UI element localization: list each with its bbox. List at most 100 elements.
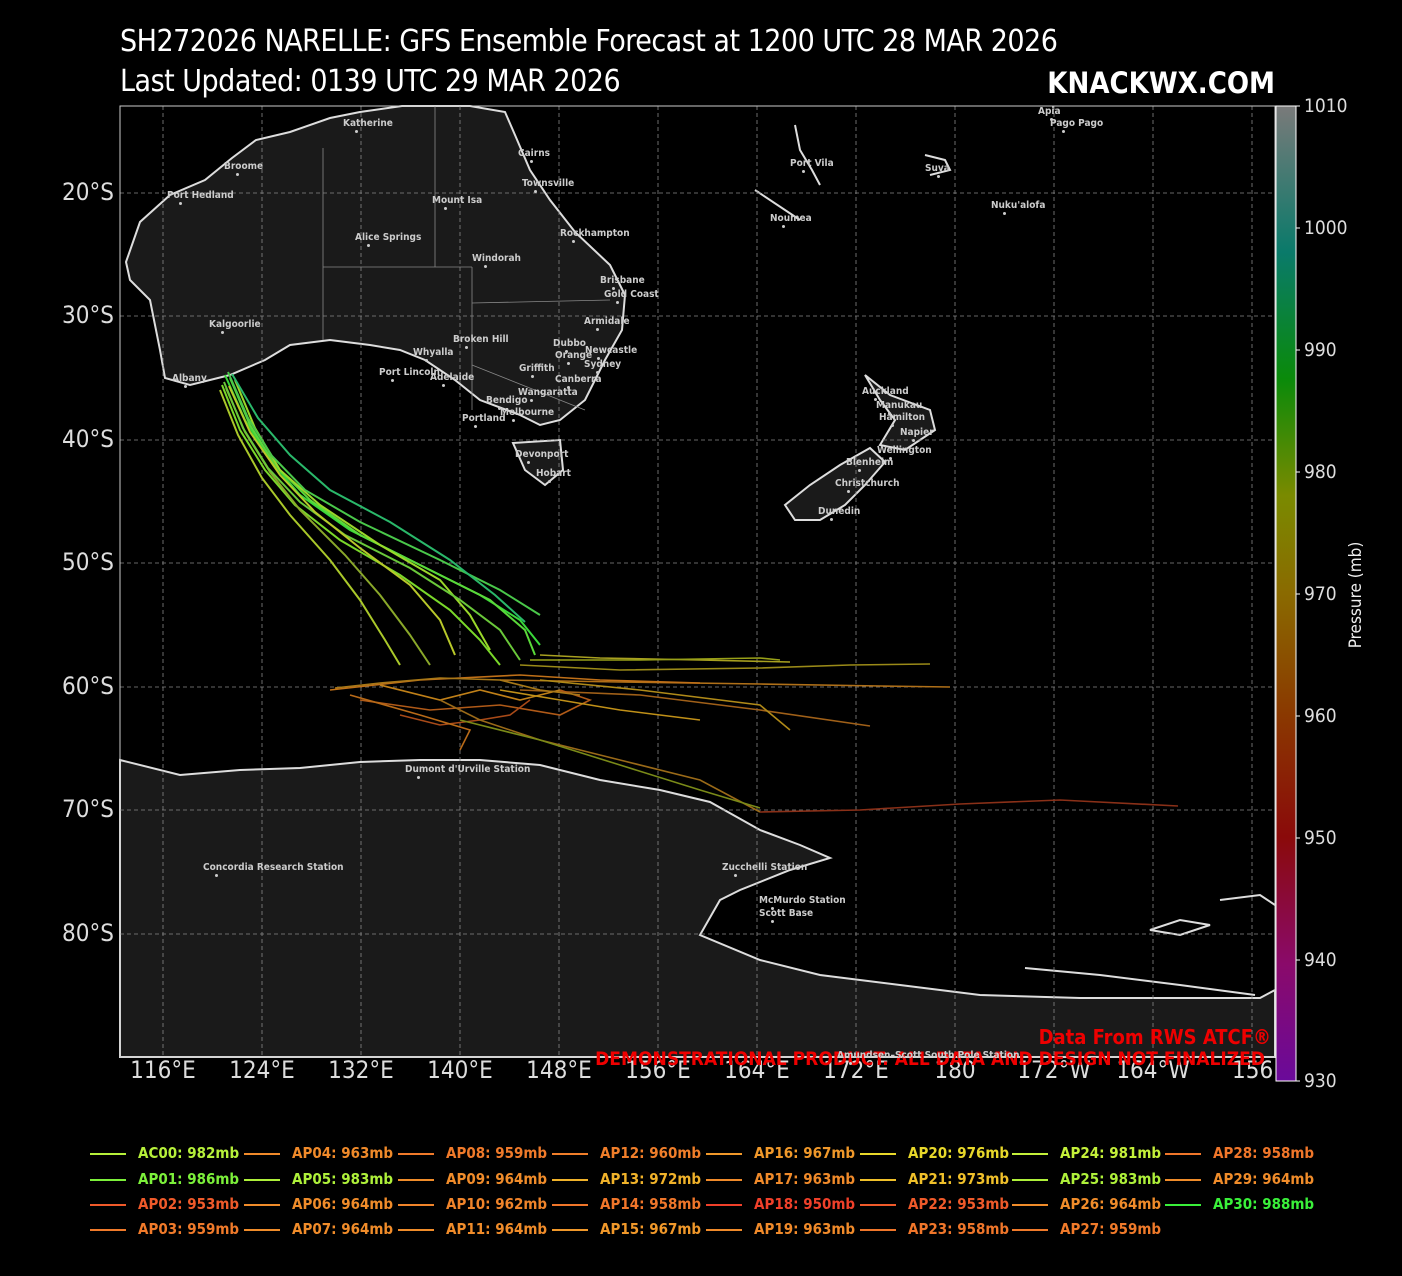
place-marker (572, 240, 575, 243)
place-marker (771, 907, 774, 910)
place-label-alice-springs: Alice Springs (355, 232, 422, 243)
place-marker (612, 287, 615, 290)
place-marker (734, 874, 737, 877)
legend-swatch (244, 1204, 280, 1206)
colorbar-tick-960: 960 (1304, 705, 1337, 727)
last-updated: Last Updated: 0139 UTC 29 MAR 2026 (120, 64, 621, 99)
place-label-adelaide: Adelaide (430, 372, 475, 383)
place-label-blenheim: Blenheim (846, 457, 894, 468)
legend-label: AP29: 964mb (1213, 1170, 1315, 1188)
place-label-kalgoorlie: Kalgoorlie (209, 319, 261, 330)
legend-label: AP18: 950mb (754, 1195, 856, 1213)
legend-label: AP10: 962mb (446, 1195, 548, 1213)
colorbar-ticks (1296, 105, 1300, 1082)
place-marker (179, 202, 182, 205)
legend-swatch (552, 1204, 588, 1206)
place-label-broome: Broome (224, 161, 264, 172)
legend-swatch (860, 1179, 896, 1181)
lon-label-180: 180 (934, 1056, 976, 1084)
place-marker (771, 920, 774, 923)
place-marker (830, 518, 833, 521)
place-marker (442, 384, 445, 387)
place-marker (1062, 130, 1065, 133)
place-label-scott-base: Scott Base (759, 908, 814, 919)
legend-label: AP20: 976mb (908, 1144, 1010, 1162)
legend-label: AP28: 958mb (1213, 1144, 1315, 1162)
place-label-concordia-research-station: Concordia Research Station (203, 862, 344, 873)
brand-logo: KNACKWX.COM (1047, 66, 1275, 100)
legend-swatch (398, 1204, 434, 1206)
place-label-rockhampton: Rockhampton (560, 228, 630, 239)
place-marker (215, 874, 218, 877)
place-marker (596, 371, 599, 374)
place-label-orange: Orange (555, 350, 593, 361)
place-marker (1003, 212, 1006, 215)
place-label-gold-coast: Gold Coast (604, 289, 659, 300)
disclaimer: DEMONSTRATIONAL PRODUCT. ALL DATA AND DE… (595, 1048, 1265, 1070)
place-label-wellington: Wellington (877, 445, 932, 456)
legend-label: AP03: 959mb (138, 1220, 240, 1238)
lon-label-156e: 156°E (625, 1056, 691, 1084)
place-label-newcastle: Newcastle (585, 345, 638, 356)
legend-label: AP19: 963mb (754, 1220, 856, 1238)
place-marker (474, 425, 477, 428)
place-label-apia: Apia (1038, 106, 1061, 117)
place-marker (802, 170, 805, 173)
colorbar-label: Pressure (mb) (1346, 541, 1366, 649)
place-label-cairns: Cairns (518, 148, 550, 159)
place-label-christchurch: Christchurch (835, 478, 900, 489)
graticule (120, 106, 1275, 1057)
place-label-albany: Albany (172, 373, 207, 384)
place-marker (565, 350, 568, 353)
place-label-pago-pago: Pago Pago (1050, 118, 1104, 129)
ross-ice-shelf-edge (1024, 967, 1256, 996)
legend-label: AP01: 986mb (138, 1170, 240, 1188)
legend-swatch (1165, 1153, 1201, 1155)
legend-swatch (398, 1179, 434, 1181)
legend-swatch (552, 1229, 588, 1231)
lon-label-132e: 132°E (328, 1056, 394, 1084)
colorbar-tick-970: 970 (1304, 583, 1337, 605)
place-label-zucchelli-station: Zucchelli Station (722, 862, 808, 873)
place-marker (849, 1062, 852, 1065)
new-caledonia (754, 189, 801, 221)
place-marker (891, 424, 894, 427)
place-marker (567, 386, 570, 389)
lat-label-20s: 20°S (62, 178, 114, 206)
lon-label-156w: 156°W (1232, 1056, 1272, 1084)
legend-label: AP27: 959mb (1060, 1220, 1162, 1238)
legend-label: AP30: 988mb (1213, 1195, 1315, 1213)
place-marker (530, 160, 533, 163)
chart-title: SH272026 NARELLE: GFS Ensemble Forecast … (120, 24, 1058, 59)
place-marker (912, 439, 915, 442)
legend-swatch (90, 1204, 126, 1206)
legend-label: AP11: 964mb (446, 1220, 548, 1238)
lon-label-164e: 164°E (724, 1056, 790, 1084)
lat-label-70s: 70°S (62, 795, 114, 823)
colorbar-gradient (1276, 106, 1296, 1081)
place-marker (391, 379, 394, 382)
data-source-credit: Data From RWS ATCF® (1038, 1025, 1271, 1049)
place-marker (597, 357, 600, 360)
place-label-windorah: Windorah (472, 253, 521, 264)
legend-swatch (552, 1153, 588, 1155)
place-marker (782, 225, 785, 228)
antarctic-island (1149, 893, 1276, 937)
legend-swatch (398, 1229, 434, 1231)
place-label-broken-hill: Broken Hill (453, 334, 509, 345)
legend-swatch (706, 1153, 742, 1155)
place-label-manukau: Manukau (876, 400, 923, 411)
legend-label: AP06: 964mb (292, 1195, 394, 1213)
place-label-dubbo: Dubbo (553, 338, 586, 349)
legend-label: AP02: 953mb (138, 1195, 240, 1213)
lon-label-116e: 116°E (130, 1056, 196, 1084)
place-label-griffith: Griffith (519, 363, 555, 374)
legend-label: AP04: 963mb (292, 1144, 394, 1162)
colorbar-tick-990: 990 (1304, 339, 1337, 361)
legend-swatch (244, 1179, 280, 1181)
place-label-dumont-d-urville-station: Dumont d'Urville Station (405, 764, 531, 775)
legend-swatch (90, 1153, 126, 1155)
lat-label-40s: 40°S (62, 425, 114, 453)
place-marker (596, 328, 599, 331)
